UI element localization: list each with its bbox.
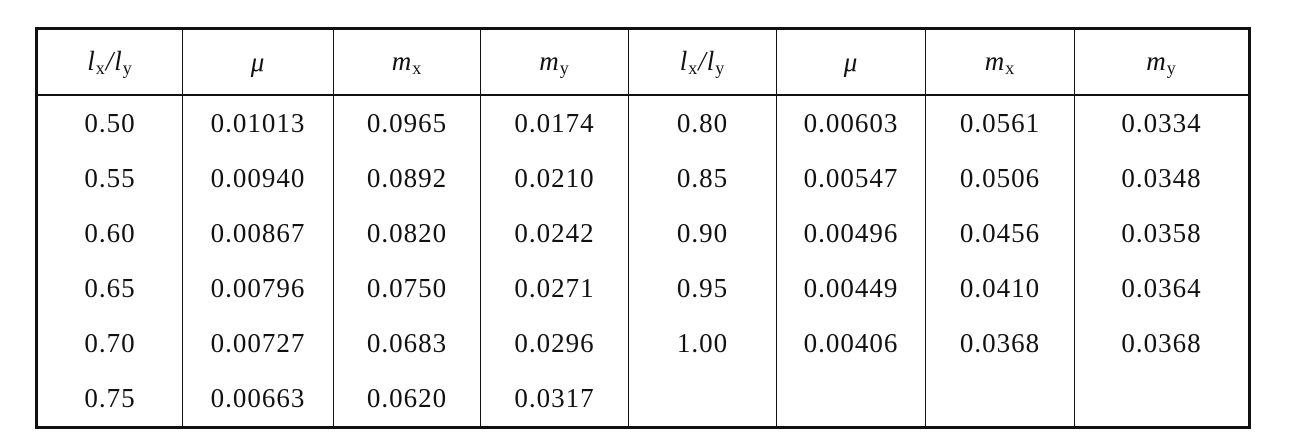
table-cell: 1.00 (628, 316, 777, 371)
table-cell: 0.80 (628, 95, 777, 151)
table-row: 0.75 0.00663 0.0620 0.0317 (36, 371, 1250, 428)
table-cell: 0.0296 (480, 316, 629, 371)
table-cell: 0.00867 (182, 206, 334, 261)
table-row: 0.60 0.00867 0.0820 0.0242 0.90 0.00496 0.0456… (36, 206, 1250, 261)
table-cell: 0.0620 (333, 371, 481, 428)
header-subscript: y (1166, 57, 1177, 78)
table-cell: 0.85 (628, 151, 777, 206)
empty-cell (628, 371, 777, 428)
table-cell: 0.55 (36, 151, 183, 206)
table-cell: 0.0561 (925, 95, 1075, 151)
header-symbol: μ (250, 46, 266, 77)
table-cell: 0.0368 (1074, 316, 1250, 371)
table-cell: 0.0174 (480, 95, 629, 151)
header-cell: lx/ly (628, 28, 777, 96)
header-cell: mx (925, 28, 1075, 96)
table-row: 0.55 0.00940 0.0892 0.0210 0.85 0.00547 0.0506… (36, 151, 1250, 206)
table-cell: 0.0965 (333, 95, 481, 151)
header-subscript: x (1005, 57, 1016, 78)
table-cell: 0.90 (628, 206, 777, 261)
table-cell: 0.70 (36, 316, 183, 371)
table-cell: 0.0358 (1074, 206, 1250, 261)
header-row: lx/ly μ mx my lx/ly μ mx my (36, 28, 1250, 96)
table-cell: 0.00796 (182, 261, 334, 316)
header-symbol: m (391, 45, 413, 76)
header-cell: my (480, 28, 629, 96)
empty-cell (776, 371, 926, 428)
table-cell: 0.0506 (925, 151, 1075, 206)
header-subscript: x (95, 57, 106, 78)
empty-cell (1074, 371, 1250, 428)
table-cell: 0.0368 (925, 316, 1075, 371)
table-cell: 0.0892 (333, 151, 481, 206)
header-symbol: m (539, 45, 560, 76)
table-cell: 0.01013 (182, 95, 334, 151)
table-cell: 0.0750 (333, 261, 481, 316)
table-cell: 0.0683 (333, 316, 481, 371)
table-cell: 0.0242 (480, 206, 629, 261)
empty-cell (925, 371, 1075, 428)
header-symbol: m (1146, 45, 1167, 76)
table-cell: 0.0820 (333, 206, 481, 261)
table-row: 0.70 0.00727 0.0683 0.0296 1.00 0.00406 0.0368… (36, 316, 1250, 371)
table-cell: 0.0334 (1074, 95, 1250, 151)
header-subscript: x (412, 57, 423, 78)
table-cell: 0.00547 (776, 151, 926, 206)
header-cell: μ (182, 28, 334, 96)
header-symbol: μ (843, 46, 859, 77)
header-symbol: /l (698, 45, 716, 76)
header-subscript: x (688, 57, 699, 78)
table-cell: 0.00449 (776, 261, 926, 316)
table-cell: 0.00406 (776, 316, 926, 371)
table-cell: 0.60 (36, 206, 183, 261)
table-cell: 0.75 (36, 371, 183, 428)
header-symbol: /l (105, 45, 123, 76)
table-row: 0.65 0.00796 0.0750 0.0271 0.95 0.00449 0.0410… (36, 261, 1250, 316)
table-body: 0.50 0.01013 0.0965 0.0174 0.80 0.00603 0.0561… (36, 95, 1250, 428)
header-cell: mx (333, 28, 481, 96)
table-cell: 0.0410 (925, 261, 1075, 316)
header-cell: μ (776, 28, 926, 96)
table-cell: 0.95 (628, 261, 777, 316)
table-cell: 0.0210 (480, 151, 629, 206)
table-cell: 0.0317 (480, 371, 629, 428)
header-symbol: l (679, 45, 689, 76)
table-cell: 0.0364 (1074, 261, 1250, 316)
table-cell: 0.00727 (182, 316, 334, 371)
header-cell: my (1074, 28, 1250, 96)
table-cell: 0.0271 (480, 261, 629, 316)
header-subscript: y (715, 57, 726, 78)
header-subscript: y (122, 57, 133, 78)
table-cell: 0.65 (36, 261, 183, 316)
header-symbol: l (87, 45, 96, 76)
data-table: lx/ly μ mx my lx/ly μ mx my 0.50 0.01013 0.0965 0.… (35, 27, 1251, 429)
table-row: 0.50 0.01013 0.0965 0.0174 0.80 0.00603 0.0561… (36, 95, 1250, 151)
table-cell: 0.0456 (925, 206, 1075, 261)
table-cell: 0.0348 (1074, 151, 1250, 206)
header-subscript: y (559, 57, 570, 78)
table-cell: 0.00496 (776, 206, 926, 261)
table-cell: 0.00663 (182, 371, 334, 428)
table-cell: 0.00603 (776, 95, 926, 151)
table-cell: 0.00940 (182, 151, 334, 206)
table-cell: 0.50 (36, 95, 183, 151)
header-symbol: m (984, 45, 1006, 76)
header-cell: lx/ly (36, 28, 183, 96)
